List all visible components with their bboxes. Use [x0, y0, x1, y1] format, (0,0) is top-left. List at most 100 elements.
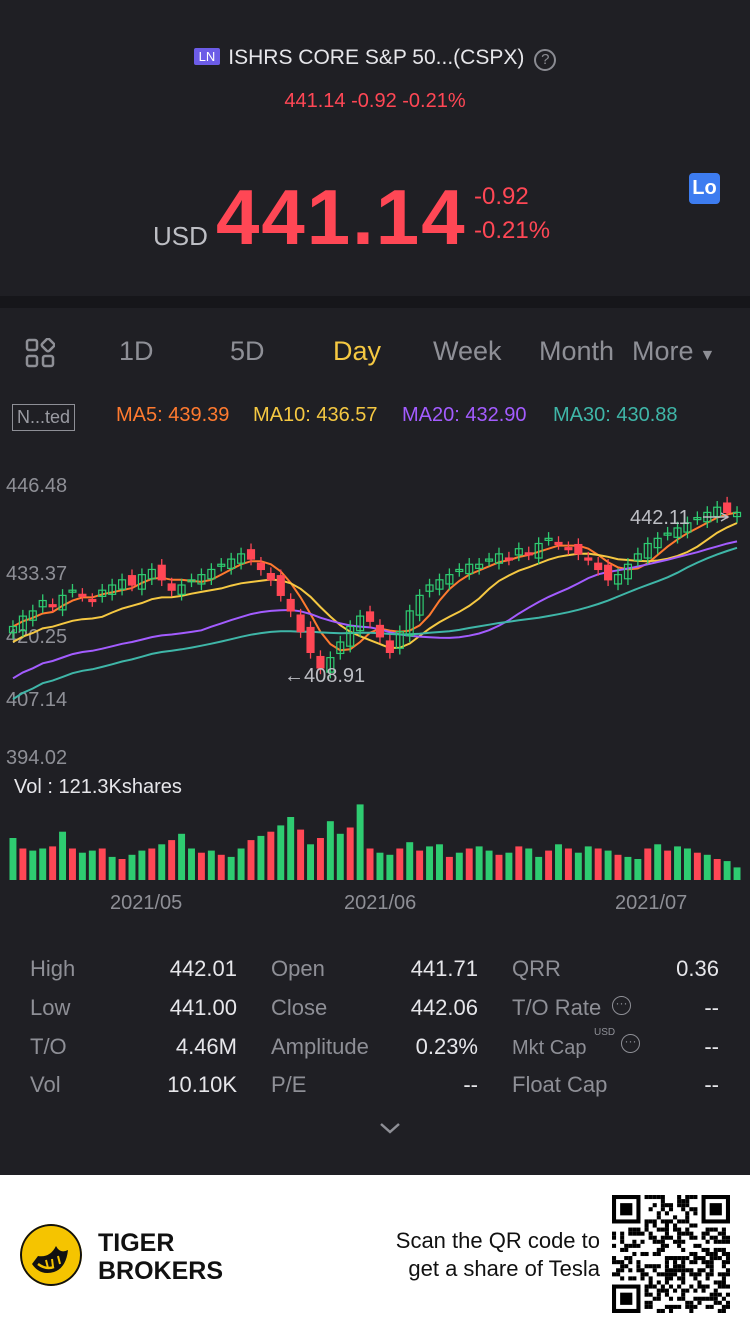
- qr-module: [660, 1195, 665, 1200]
- volume-bar: [396, 848, 404, 880]
- volume-bar: [188, 848, 195, 880]
- qr-module: [660, 1243, 665, 1248]
- qr-module: [713, 1239, 718, 1244]
- qr-module: [681, 1260, 686, 1265]
- qr-module: [632, 1231, 637, 1236]
- promo-text: Scan the QR code to get a share of Tesla: [396, 1227, 600, 1283]
- candle-body: [475, 563, 484, 570]
- qr-module: [685, 1203, 690, 1208]
- title-row[interactable]: LN ISHRS CORE S&P 50...(CSPX)?: [0, 46, 750, 71]
- qr-module: [673, 1288, 678, 1293]
- qr-module: [644, 1304, 649, 1309]
- qr-module: [717, 1284, 722, 1289]
- qr-module: [677, 1219, 682, 1224]
- qr-module: [725, 1272, 730, 1277]
- volume-bar: [108, 856, 116, 880]
- qr-module: [673, 1256, 678, 1261]
- qr-module: [648, 1235, 653, 1240]
- arrow-right-icon: [720, 512, 730, 522]
- qr-module: [721, 1304, 726, 1309]
- qr-module: [620, 1276, 625, 1281]
- tab-5d[interactable]: 5D: [230, 336, 265, 366]
- volume-bar: [555, 844, 562, 880]
- qr-module: [644, 1272, 649, 1277]
- qr-module: [693, 1304, 698, 1309]
- qr-module: [725, 1256, 730, 1261]
- qr-module: [660, 1235, 665, 1240]
- qr-module: [673, 1304, 678, 1309]
- candle-body: [732, 511, 742, 518]
- qr-finder: [620, 1203, 633, 1216]
- volume-bar: [277, 825, 285, 880]
- candle-body: [455, 568, 464, 573]
- candle-body: [554, 541, 563, 546]
- qr-module: [693, 1276, 698, 1281]
- stat-label: Open: [271, 956, 325, 981]
- candle-body: [157, 564, 166, 581]
- tab-week[interactable]: Week: [433, 336, 502, 366]
- qr-module: [664, 1243, 669, 1248]
- qr-module: [656, 1292, 661, 1297]
- qr-module: [668, 1308, 674, 1313]
- stat-label: Close: [271, 995, 328, 1020]
- qr-code[interactable]: [612, 1195, 730, 1313]
- qr-module: [721, 1276, 726, 1281]
- qr-module: [701, 1268, 706, 1273]
- volume-chart[interactable]: [0, 800, 750, 882]
- tab-month[interactable]: Month: [539, 336, 615, 366]
- candle-body: [48, 604, 57, 608]
- qr-module: [673, 1260, 678, 1265]
- qr-module: [685, 1211, 690, 1216]
- qr-module: [709, 1235, 714, 1240]
- qr-module: [681, 1280, 686, 1285]
- volume-bar: [78, 852, 86, 880]
- qr-module: [681, 1288, 686, 1293]
- qr-module: [652, 1235, 657, 1240]
- qr-module: [697, 1268, 702, 1273]
- tab-more[interactable]: More ▼: [632, 336, 715, 367]
- candle-body: [484, 558, 494, 562]
- volume-bar: [9, 838, 17, 880]
- qr-module: [677, 1284, 682, 1289]
- tab-1d[interactable]: 1D: [119, 336, 154, 366]
- qr-module: [709, 1264, 714, 1269]
- stat-label: T/O Rate: [512, 995, 602, 1020]
- qr-module: [709, 1304, 714, 1309]
- qr-module: [713, 1288, 718, 1293]
- qr-module: [705, 1296, 710, 1301]
- volume-bar: [98, 848, 106, 880]
- tab-day[interactable]: Day: [333, 336, 382, 366]
- info-icon[interactable]: ···: [612, 996, 631, 1015]
- candlestick-chart[interactable]: 446.48 433.37 420.25 407.14 394.02 442.1…: [0, 460, 750, 770]
- grid-layout-icon[interactable]: [25, 338, 55, 368]
- help-icon[interactable]: ?: [534, 49, 557, 71]
- expand-chevron-icon[interactable]: [378, 1120, 402, 1136]
- stat-value: --: [704, 995, 719, 1020]
- volume-bar: [574, 852, 582, 880]
- qr-module: [624, 1256, 629, 1261]
- qr-module: [620, 1231, 625, 1236]
- qr-module: [664, 1223, 669, 1228]
- adjust-selector[interactable]: N...ted: [12, 404, 76, 431]
- stat-value: 441.71: [410, 956, 478, 981]
- info-icon[interactable]: ···: [621, 1034, 640, 1053]
- qr-module: [693, 1251, 698, 1257]
- qr-module: [624, 1243, 629, 1248]
- qr-module: [668, 1219, 674, 1224]
- volume-bar: [584, 846, 592, 880]
- candle-body: [8, 625, 18, 634]
- candle-body: [276, 575, 285, 596]
- qr-module: [664, 1304, 669, 1309]
- candle-body: [237, 553, 246, 564]
- qr-module: [660, 1288, 665, 1293]
- level-badge[interactable]: Lo: [689, 173, 720, 204]
- qr-module: [668, 1268, 674, 1273]
- qr-module: [713, 1296, 718, 1301]
- volume-bar: [307, 844, 314, 880]
- qr-module: [681, 1231, 686, 1236]
- qr-module: [705, 1251, 710, 1257]
- volume-bar: [118, 859, 126, 880]
- candle-body: [584, 557, 593, 561]
- qr-module: [677, 1243, 682, 1248]
- stat-value: 0.36: [676, 956, 719, 981]
